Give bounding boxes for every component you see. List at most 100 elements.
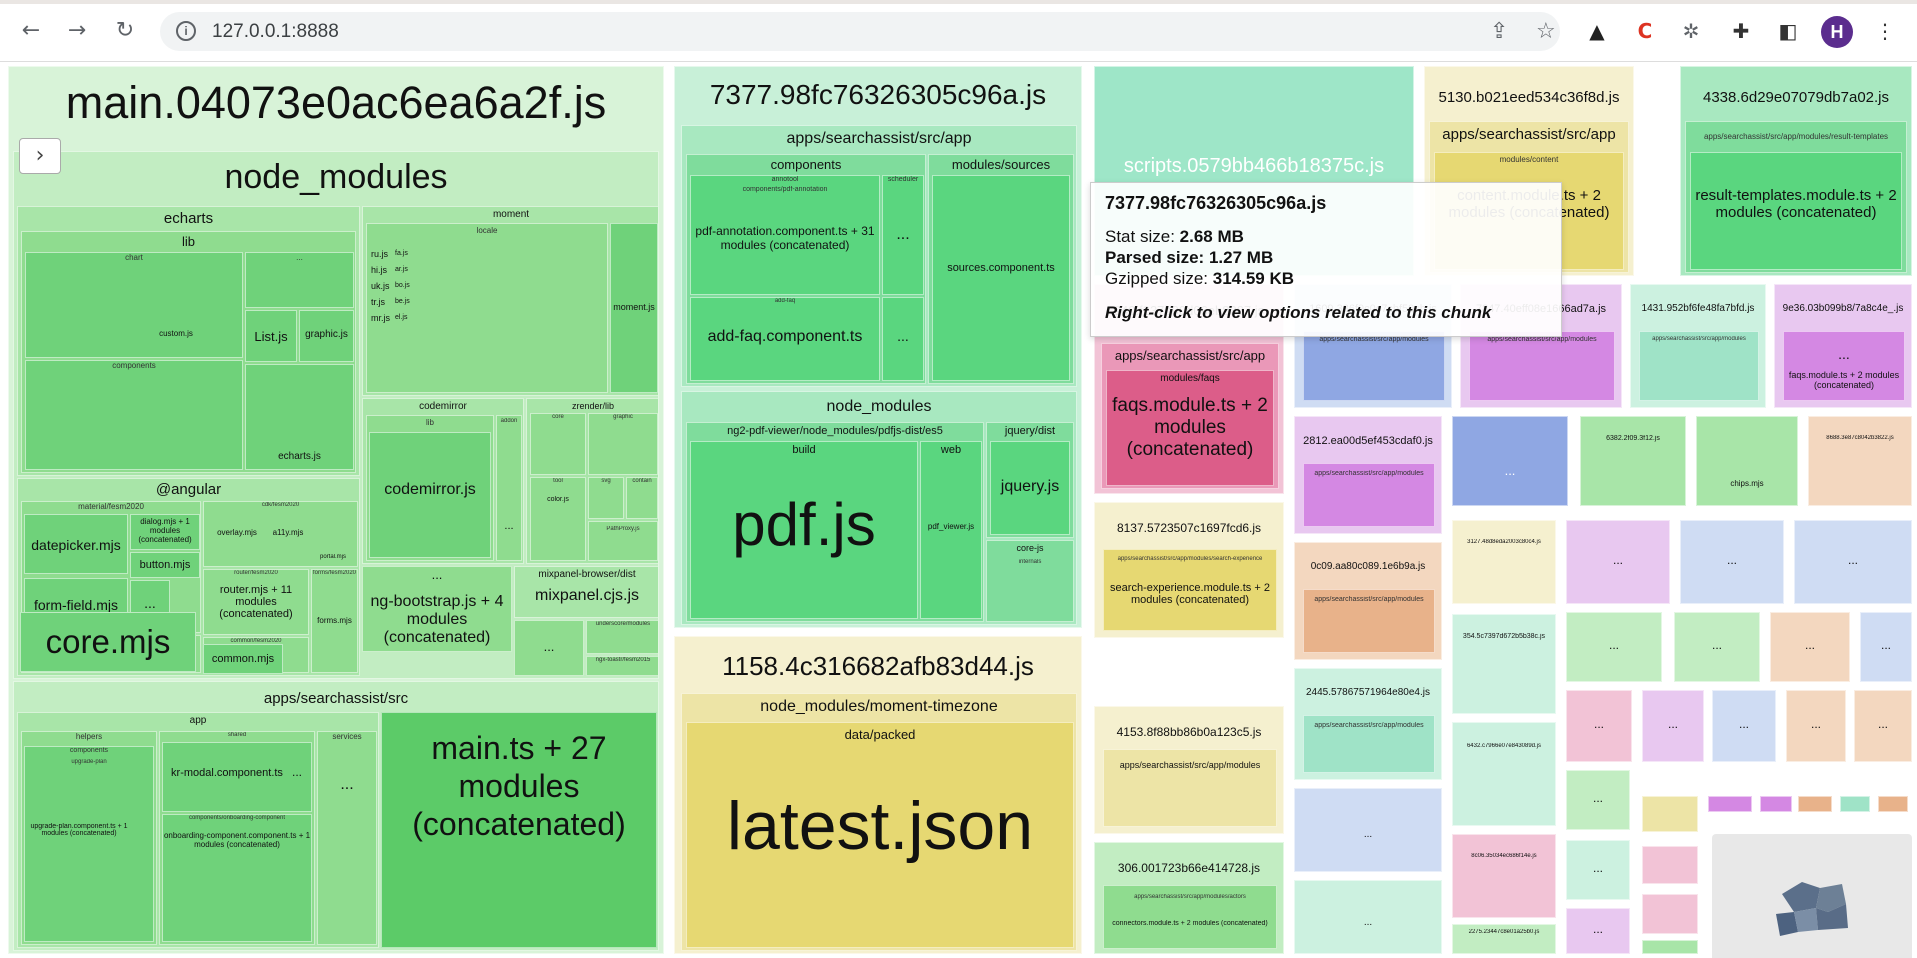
chunk-354[interactable]: 354.5c7397d672b5b38c.js [1452, 614, 1556, 714]
small-chunk-tile[interactable]: ... [1680, 520, 1784, 604]
chunk-1431[interactable]: 1431.952bf6fe48fa7bfd.js apps/searchassi… [1630, 284, 1766, 408]
pdfjs-dist[interactable]: ng2-pdf-viewer/node_modules/pdfjs-dist/e… [686, 422, 984, 622]
small-chunk-tile[interactable]: ... [1770, 612, 1850, 682]
small-chunk-tile[interactable]: ... [1566, 520, 1670, 604]
c940-faqs[interactable]: modules/faqs faqs.module.ts + 2 modules … [1106, 370, 1274, 486]
address-url[interactable]: 127.0.0.1:8888 [212, 21, 339, 42]
small-chunk-tile[interactable]: ... [1566, 690, 1632, 762]
datepicker-mjs[interactable]: datepicker.mjs [24, 514, 128, 574]
chunk-2275[interactable]: 2275.23447c8e01a25b0.js [1452, 924, 1556, 954]
locale-item[interactable]: bo.js [395, 282, 410, 289]
share-icon[interactable]: ⇪ [1490, 19, 1509, 44]
small-chunk-tile[interactable] [1642, 894, 1698, 934]
chunk-2812[interactable]: 2812.ea00d5ef453cdaf0.js apps/searchassi… [1294, 416, 1442, 534]
locale-item[interactable]: mr.js [371, 313, 390, 323]
small-chunk-tile[interactable]: ... [1566, 908, 1630, 954]
main-ts[interactable]: main.ts + 27 modules (concatenated) [381, 712, 657, 948]
c0c09-path[interactable]: apps/searchassist/src/app/modules [1303, 589, 1435, 653]
small-chunk-tile[interactable] [1760, 796, 1792, 812]
angular-forms[interactable]: forms/fesm2020 forms.mjs [311, 569, 358, 673]
group-zrender[interactable]: zrender/lib core graphic tool color.js s… [526, 398, 658, 564]
side-panel-icon[interactable]: ◧ [1778, 19, 1798, 43]
locale-item[interactable]: uk.js [371, 281, 390, 291]
small-chunk-tile[interactable]: ... [1566, 612, 1662, 682]
zrender-core[interactable]: core [530, 413, 586, 475]
profile-avatar[interactable]: H [1821, 16, 1853, 48]
chunk-4153[interactable]: 4153.8f88bb86b0a123c5.js apps/searchassi… [1094, 706, 1284, 834]
group-mixpanel[interactable]: mixpanel-browser/dist mixpanel.cjs.js [514, 566, 658, 618]
small-chunk-tile[interactable] [1642, 940, 1698, 954]
modules-sources[interactable]: modules/sources sources.component.ts [928, 154, 1074, 384]
chunk-2445[interactable]: 2445.57867571964e80e4.js apps/searchassi… [1294, 668, 1442, 780]
zrender-path[interactable]: PathProxy.js [588, 521, 658, 561]
extension-c-icon[interactable]: C [1637, 19, 1653, 43]
chunk-4338[interactable]: 4338.6d29e07079db7a02.js apps/searchassi… [1680, 66, 1912, 276]
button-mjs[interactable]: button.mjs [130, 552, 200, 578]
small-chunk-tile[interactable]: ... [1674, 612, 1760, 682]
chunk-chips[interactable]: chips.mjs [1696, 416, 1798, 506]
c7847-path[interactable]: apps/searchassist/src/app/modules [1469, 331, 1615, 401]
app-helpers[interactable]: helpers components upgrade-plan upgrade-… [21, 731, 157, 945]
c2812-path[interactable]: apps/searchassist/src/app/modules [1303, 463, 1435, 527]
chunk-8688[interactable]: 8688.3e87c8042b3822.js [1808, 416, 1912, 506]
onboarding-component[interactable]: components/onboarding-component onboardi… [162, 814, 312, 942]
group-apps-src[interactable]: apps/searchassist/src app helpers compon… [13, 681, 659, 951]
small-chunk-tile[interactable]: ... [1566, 770, 1630, 830]
small-chunk-tile[interactable]: ... [1794, 520, 1912, 604]
small-chunk-tile[interactable] [1708, 796, 1752, 812]
codemirror-js[interactable]: codemirror.js [369, 432, 491, 558]
small-chunk-tile[interactable]: ... [1712, 690, 1776, 762]
chunk-6382[interactable]: 6382.2f09.3f12.js [1580, 416, 1686, 506]
chunk-306[interactable]: 306.001723b66e414728.js apps/searchassis… [1094, 842, 1284, 954]
chunk-0a0[interactable]: ... [1294, 788, 1442, 872]
small-chunk-tile[interactable]: ... [1786, 690, 1846, 762]
c4338-module[interactable]: result-templates.module.ts + 2 modules (… [1690, 152, 1902, 270]
site-info-icon[interactable]: i [176, 21, 196, 41]
small-chunk-tile[interactable] [1642, 846, 1698, 884]
group-7377-app[interactable]: apps/searchassist/src/app components ann… [681, 125, 1077, 387]
list-js[interactable]: List.js [245, 310, 297, 362]
angular-cdk[interactable]: cdk/fesm2020 overlay.mjs a11y.mjs portal… [203, 501, 358, 567]
angular-material[interactable]: material/fesm2020 datepicker.mjs dialog.… [21, 501, 201, 633]
chunk-7377[interactable]: 7377.98fc76326305c96a.js apps/searchassi… [674, 66, 1082, 628]
bookmark-star-icon[interactable]: ☆ [1536, 19, 1556, 44]
pdfjs-build[interactable]: build pdf.js [690, 441, 918, 619]
kr-modal[interactable]: kr-modal.component.ts ... [162, 742, 312, 812]
add-faq-misc[interactable]: ... [882, 297, 924, 381]
angular-devtools-icon[interactable]: ▲ [1589, 19, 1605, 43]
locale-item[interactable]: tr.js [371, 297, 386, 307]
app-services[interactable]: services ... [317, 731, 377, 945]
echarts-components[interactable]: components [25, 360, 243, 470]
address-bar[interactable]: i 127.0.0.1:8888 ⇪ ☆ [160, 12, 1560, 51]
chunk-0c09[interactable]: 0c09.aa80c089.1e6b9a.js apps/searchassis… [1294, 542, 1442, 660]
zrender-contain[interactable]: contain [626, 477, 658, 519]
common-mjs[interactable]: common.mjs [203, 644, 283, 674]
more-menu-icon[interactable]: ⋮ [1875, 19, 1895, 43]
chunk-6432[interactable]: 6432.c7966e07e843089d.js [1452, 722, 1556, 826]
chunk-3127[interactable]: 3127.48d8eda2003c80c4.js [1452, 520, 1556, 604]
chunk-main[interactable]: main.04073e0ac6ea6a2f.js node_modules ec… [8, 66, 664, 954]
apps-app[interactable]: app helpers components upgrade-plan upgr… [17, 712, 379, 948]
data-packed[interactable]: data/packed latest.json [686, 722, 1074, 948]
group-node-modules[interactable]: node_modules echarts lib chart custom.js… [13, 151, 659, 679]
treemap-canvas[interactable]: main.04073e0ac6ea6a2f.js node_modules ec… [0, 62, 1917, 958]
group-7377-node-modules[interactable]: node_modules ng2-pdf-viewer/node_modules… [681, 391, 1077, 625]
dialog-mjs[interactable]: dialog.mjs + 1 modules (concatenated) [130, 514, 200, 550]
reload-icon[interactable]: ↻ [115, 18, 135, 43]
chunk-9e36[interactable]: 9e36.03b099b8/7a8c4e_.js ... faqs.module… [1774, 284, 1912, 408]
c9e36-module[interactable]: ... faqs.module.ts + 2 modules (concaten… [1783, 331, 1905, 401]
moment-locale[interactable]: locale ru.js fa.js hi.js ar.js uk.js bo.js tr.… [366, 223, 608, 393]
c8137-path[interactable]: apps/searchassist/src/app/modules/search… [1103, 549, 1277, 631]
chunk-blue-a[interactable]: ... [1452, 416, 1568, 506]
c4338-path[interactable]: apps/searchassist/src/app/modules/result… [1685, 121, 1907, 273]
jquery-dist[interactable]: jquery/dist jquery.js [986, 422, 1074, 538]
c940-app[interactable]: apps/searchassist/src/app modules/faqs f… [1101, 343, 1279, 489]
ngx-toastr[interactable]: ngx-toastr/fesm2015 [586, 656, 658, 676]
add-faq[interactable]: add-faq add-faq.component.ts [690, 297, 880, 381]
ng-bootstrap[interactable]: ... ng-bootstrap.js + 4 modules (concate… [362, 566, 512, 652]
echarts-chart[interactable]: chart custom.js [25, 252, 243, 358]
moment-timezone[interactable]: node_modules/moment-timezone data/packed… [681, 693, 1077, 951]
locale-item[interactable]: fa.js [395, 250, 408, 257]
group-moment[interactable]: moment locale ru.js fa.js hi.js ar.js uk.js b… [362, 206, 658, 396]
chunk-8c06[interactable]: 8c06.35034ec686f14e.js [1452, 834, 1556, 918]
